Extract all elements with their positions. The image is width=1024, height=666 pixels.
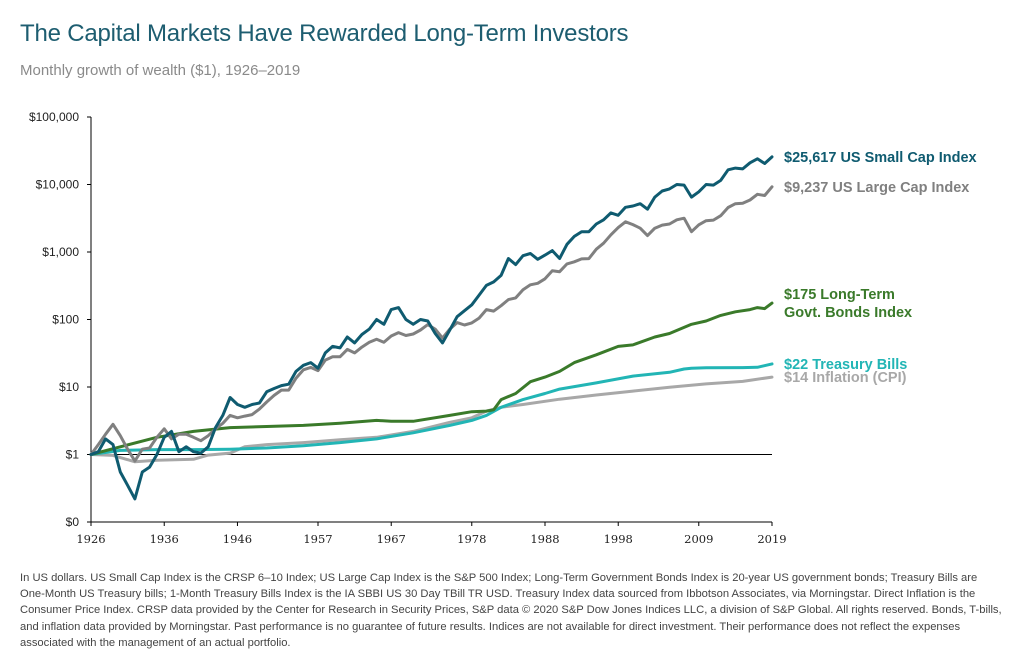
x-tick-label: 1936 (150, 532, 179, 546)
series-label-treasury-bills: $22 Treasury Bills (784, 357, 907, 373)
series-label-us-large-cap-index: $9,237 US Large Cap Index (784, 180, 969, 196)
chart-subtitle: Monthly growth of wealth ($1), 1926–2019 (20, 62, 301, 79)
chart-axes: $100,000 $10,000 $1,000 $100 $10 $1 $0 1926 1936… (29, 110, 787, 546)
y-tick-label: $100 (52, 313, 79, 327)
x-tick-label: 1978 (457, 532, 486, 546)
growth-of-wealth-chart: $100,000 $10,000 $1,000 $100 $10 $1 $0 1926 1936… (29, 110, 977, 546)
series-lines (89, 155, 774, 501)
x-tick-label: 1967 (377, 532, 406, 546)
series-line-long-term-govt-bonds-index (89, 301, 774, 456)
y-tick-label: $10 (59, 380, 79, 394)
series-labels: $25,617 US Small Cap Index $9,237 US Larg… (784, 150, 977, 386)
chart-title: The Capital Markets Have Rewarded Long-T… (20, 20, 629, 47)
disclosure-footnote: In US dollars. US Small Cap Index is the… (20, 572, 1002, 649)
x-tick-label: 2009 (684, 532, 713, 546)
series-line-us-large-cap-index (89, 185, 774, 463)
x-tick-label: 1988 (530, 532, 559, 546)
x-tick-label: 1926 (76, 532, 105, 546)
series-label-us-small-cap-index: $25,617 US Small Cap Index (784, 150, 977, 166)
x-tick-label: 1998 (604, 532, 633, 546)
y-tick-label: $1,000 (42, 245, 79, 259)
series-label-long-term-govt-bonds-index: $175 Long-Term Govt. Bonds Index (784, 287, 912, 321)
series-label-inflation-cpi: $14 Inflation (CPI) (784, 370, 907, 386)
y-tick-label: $100,000 (29, 110, 79, 124)
series-line-treasury-bills (89, 362, 774, 456)
y-tick-label: $0 (66, 515, 80, 529)
series-line-us-small-cap-index (89, 155, 774, 501)
y-tick-label: $1 (66, 448, 80, 462)
x-tick-label: 1946 (223, 532, 252, 546)
x-tick-label: 1957 (303, 532, 332, 546)
x-tick-label: 2019 (757, 532, 786, 546)
y-tick-label: $10,000 (36, 178, 80, 192)
